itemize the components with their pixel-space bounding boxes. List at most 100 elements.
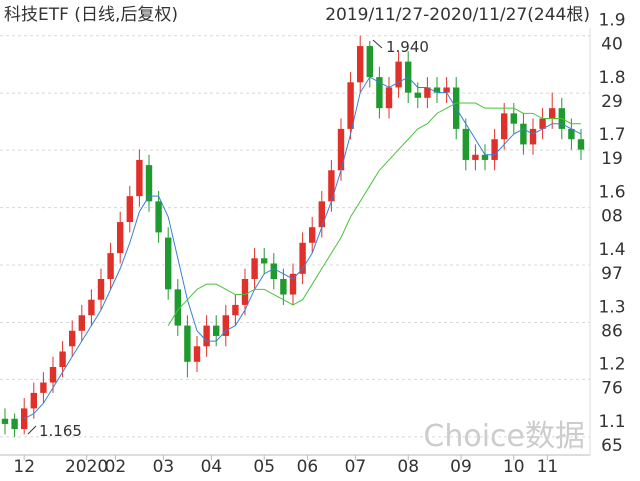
candle-body <box>193 346 201 362</box>
x-tick-label: 06 <box>297 457 319 477</box>
candle-body <box>491 139 498 160</box>
candle-body <box>155 201 162 233</box>
candle-body <box>549 108 556 119</box>
x-tick-label: 09 <box>450 457 472 477</box>
arrow <box>27 425 37 435</box>
candle-body <box>1 418 9 424</box>
y-tick-label-line: 65 <box>601 436 623 456</box>
y-tick-label-line: 1.9 <box>598 11 625 31</box>
x-tick-label: 10 <box>503 457 525 477</box>
candle-body <box>443 87 450 93</box>
candle-body <box>501 113 508 140</box>
y-tick-label: 1.9 40 <box>598 11 625 55</box>
candle-body <box>385 87 393 109</box>
y-tick-label-line: 76 <box>601 378 623 398</box>
y-tick-label-line: 1.3 <box>598 297 625 317</box>
candle-body <box>184 325 191 362</box>
y-tick-label: 1.3 86 <box>598 297 625 341</box>
candle-body <box>376 77 383 109</box>
candle-body <box>529 128 537 145</box>
y-tick-label-line: 97 <box>601 264 623 284</box>
x-tick-label: 05 <box>253 457 275 477</box>
candle-body <box>424 87 431 98</box>
y-tick-label-line: 1.7 <box>598 125 625 145</box>
candle-body <box>318 201 325 228</box>
candle-body <box>232 304 239 316</box>
chart-title: 科技ETF (日线,后复权) <box>4 5 178 25</box>
y-tick-label-line: 29 <box>601 92 623 112</box>
candle-body <box>289 273 297 295</box>
arrow <box>372 39 383 49</box>
candle-body <box>107 253 114 279</box>
x-tick-label: 12 <box>13 457 35 477</box>
candle-body <box>69 330 76 347</box>
candle-body <box>270 263 277 279</box>
moving-average-line <box>167 102 581 326</box>
candle-body <box>49 367 57 383</box>
y-tick-label-line: 86 <box>601 321 623 341</box>
candle-body <box>59 351 66 367</box>
candle-body <box>136 159 143 197</box>
candle-body <box>366 46 373 78</box>
y-tick-label: 1.6 08 <box>598 183 625 227</box>
x-tick-label: 2020 <box>65 457 108 477</box>
candle-body <box>481 154 489 160</box>
candle-body <box>241 279 249 305</box>
chart-subtitle: 2019/11/27-2020/11/27(244根) <box>325 5 590 25</box>
y-tick-label-line: 1.6 <box>598 183 625 203</box>
candle-body <box>165 237 172 290</box>
x-tick-label: 02 <box>105 457 127 477</box>
candle-body <box>472 154 479 160</box>
candle-body <box>539 118 546 129</box>
candle-body <box>213 325 220 336</box>
candle-body <box>309 227 316 243</box>
candle-body <box>40 382 47 393</box>
candle-body <box>520 123 527 145</box>
candle-body <box>222 315 229 336</box>
x-tick-label: 07 <box>345 457 367 477</box>
candle-body <box>203 325 210 347</box>
candle-body <box>357 46 364 83</box>
x-tick-label: 03 <box>153 457 175 477</box>
candle-body <box>577 139 585 150</box>
candle-body <box>261 258 268 264</box>
candle-body <box>347 82 354 129</box>
x-tick-label: 11 <box>537 457 559 477</box>
candle-body <box>78 315 85 331</box>
annotation: 1.940 <box>386 38 429 56</box>
candle-body <box>395 61 402 88</box>
annotation: 1.165 <box>39 422 82 440</box>
candle-body <box>145 165 153 202</box>
y-tick-label: 1.2 76 <box>598 354 625 398</box>
candle-body <box>97 279 105 300</box>
candle-body <box>11 418 18 430</box>
y-tick-label-line: 1.1 <box>598 412 625 432</box>
candle-body <box>30 392 37 409</box>
candle-body <box>328 170 335 202</box>
y-tick-label-line: 1.4 <box>598 240 625 260</box>
candle-body <box>174 289 181 326</box>
candle-body <box>280 279 287 295</box>
x-tick-label: 08 <box>397 457 419 477</box>
candle-body <box>88 299 95 316</box>
y-tick-label-line: 1.8 <box>598 68 625 88</box>
y-tick-label: 1.1 65 <box>598 412 625 456</box>
candle-body <box>510 113 517 124</box>
y-tick-label: 1.4 97 <box>598 240 625 284</box>
candle-body <box>299 242 306 274</box>
candle-body <box>433 87 441 93</box>
y-tick-label: 1.7 19 <box>598 125 625 169</box>
y-tick-label-line: 1.2 <box>598 354 625 374</box>
candle-body <box>337 128 345 171</box>
y-tick-label-line: 40 <box>601 35 623 55</box>
candle-body <box>568 128 575 140</box>
candle-body <box>117 222 124 254</box>
moving-average-line <box>23 76 582 420</box>
y-tick-label-line: 08 <box>601 207 623 227</box>
candle-body <box>414 92 421 98</box>
candle-body <box>462 128 469 160</box>
y-tick-label: 1.8 29 <box>598 68 625 112</box>
candle-body <box>126 196 133 223</box>
x-tick-label: 04 <box>201 457 223 477</box>
